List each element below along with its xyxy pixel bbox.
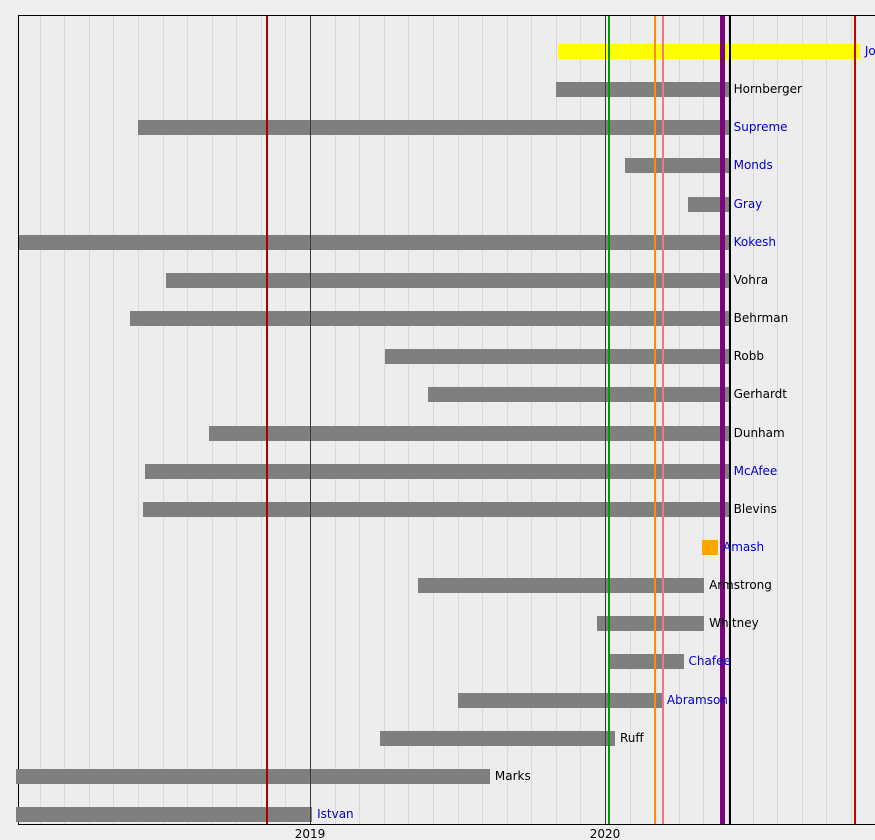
month-gridline	[113, 16, 115, 824]
timeline-bar-behrman	[130, 311, 729, 327]
timeline-bar-gray	[687, 196, 729, 212]
month-gridline	[777, 16, 779, 824]
month-gridline	[334, 16, 336, 824]
candidate-label-supreme[interactable]: Supreme	[733, 120, 788, 135]
month-gridline	[383, 16, 385, 824]
candidate-label-kokesh[interactable]: Kokesh	[733, 234, 776, 249]
timeline-bar-jo	[558, 44, 860, 59]
timeline-bar-monds	[625, 158, 729, 174]
candidate-label-monds[interactable]: Monds	[733, 158, 773, 173]
month-gridline	[408, 16, 410, 824]
timeline-bar-gerhardt	[428, 387, 729, 403]
timeline-bar-abramson	[458, 692, 662, 708]
month-gridline	[457, 16, 459, 824]
timeline-bar-istvan	[15, 807, 313, 822]
month-gridline	[432, 16, 434, 824]
candidate-label-behrman: Behrman	[733, 311, 789, 326]
month-gridline	[605, 16, 606, 824]
line-pink	[662, 16, 665, 824]
timeline-bar-armstrong	[418, 578, 705, 594]
month-gridline	[310, 16, 311, 824]
month-gridline	[801, 16, 803, 824]
candidate-label-gray[interactable]: Gray	[733, 196, 763, 211]
candidate-label-amash[interactable]: Amash	[723, 540, 765, 554]
month-gridline	[162, 16, 164, 824]
candidate-label-blevins: Blevins	[733, 501, 777, 516]
month-gridline	[285, 16, 287, 824]
candidate-label-dunham: Dunham	[733, 425, 785, 440]
timeline-bar-vohra	[166, 272, 729, 288]
timeline-bar-robb	[384, 349, 729, 365]
candidate-label-istvan[interactable]: Istvan	[317, 807, 354, 821]
candidate-label-ruff: Ruff	[620, 730, 644, 745]
timeline-bar-mcafee	[145, 463, 729, 479]
month-gridline	[580, 16, 582, 824]
candidate-label-marks: Marks	[494, 768, 531, 783]
timeline-bar-chafee	[610, 654, 684, 670]
month-gridline	[629, 16, 631, 824]
line-orange	[653, 16, 656, 824]
month-gridline	[506, 16, 508, 824]
month-gridline	[703, 16, 705, 824]
timeline-bar-kokesh	[19, 234, 729, 250]
labels-layer: Jo Hornberger Supreme Monds Gray Kokesh Vohra B…	[19, 16, 875, 824]
line-green	[607, 16, 610, 824]
candidate-label-whitney: Whitney	[709, 616, 759, 631]
month-gridline	[236, 16, 238, 824]
candidate-label-gerhardt: Gerhardt	[733, 387, 788, 402]
month-gridline	[531, 16, 533, 824]
month-gridline	[752, 16, 754, 824]
candidate-label-mcafee[interactable]: McAfee	[733, 463, 778, 478]
candidate-label-robb: Robb	[733, 349, 764, 364]
timeline-bar-hornberger	[556, 82, 729, 98]
candidate-label-armstrong: Armstrong	[709, 578, 772, 593]
timeline-bar-ruff	[379, 730, 615, 746]
month-gridline	[187, 16, 189, 824]
line-2018-election	[266, 16, 269, 824]
month-gridline	[727, 16, 729, 824]
timeline-bar-dunham	[209, 425, 729, 441]
year-tick-2019: 2019	[294, 827, 326, 840]
line-purple-convention	[719, 16, 725, 824]
line-year-2019	[309, 16, 311, 824]
candidate-label-abramson[interactable]: Abramson	[666, 692, 728, 707]
bars-layer	[15, 16, 875, 824]
candidate-label-chafee[interactable]: Chafee	[688, 654, 731, 669]
month-gridline	[88, 16, 90, 824]
line-year-2020	[604, 16, 606, 824]
month-gridline	[482, 16, 484, 824]
vlines-layer	[19, 16, 875, 824]
line-2020-election	[853, 16, 856, 824]
month-gridline	[359, 16, 361, 824]
month-gridline	[260, 16, 262, 824]
month-gridline	[850, 16, 852, 824]
candidate-label-jo[interactable]: Jo	[864, 44, 875, 58]
candidate-label-hornberger: Hornberger	[733, 82, 802, 97]
line-black	[729, 16, 732, 824]
year-tick-2020: 2020	[589, 827, 621, 840]
timeline-bar-marks	[15, 768, 490, 784]
month-gridline	[555, 16, 557, 824]
plot-area: Jo Hornberger Supreme Monds Gray Kokesh Vohra B…	[15, 15, 875, 825]
timeline-bar-amash	[702, 540, 718, 555]
timeline-bar-whitney	[597, 616, 705, 632]
month-gridline	[64, 16, 66, 824]
candidate-label-vohra: Vohra	[733, 272, 769, 287]
month-gridline	[826, 16, 828, 824]
timeline-bar-blevins	[143, 501, 729, 517]
timeline-bar-supreme	[138, 120, 729, 136]
month-gridline	[211, 16, 213, 824]
month-gridline	[678, 16, 680, 824]
month-gridline	[39, 16, 41, 824]
month-gridline	[137, 16, 139, 824]
